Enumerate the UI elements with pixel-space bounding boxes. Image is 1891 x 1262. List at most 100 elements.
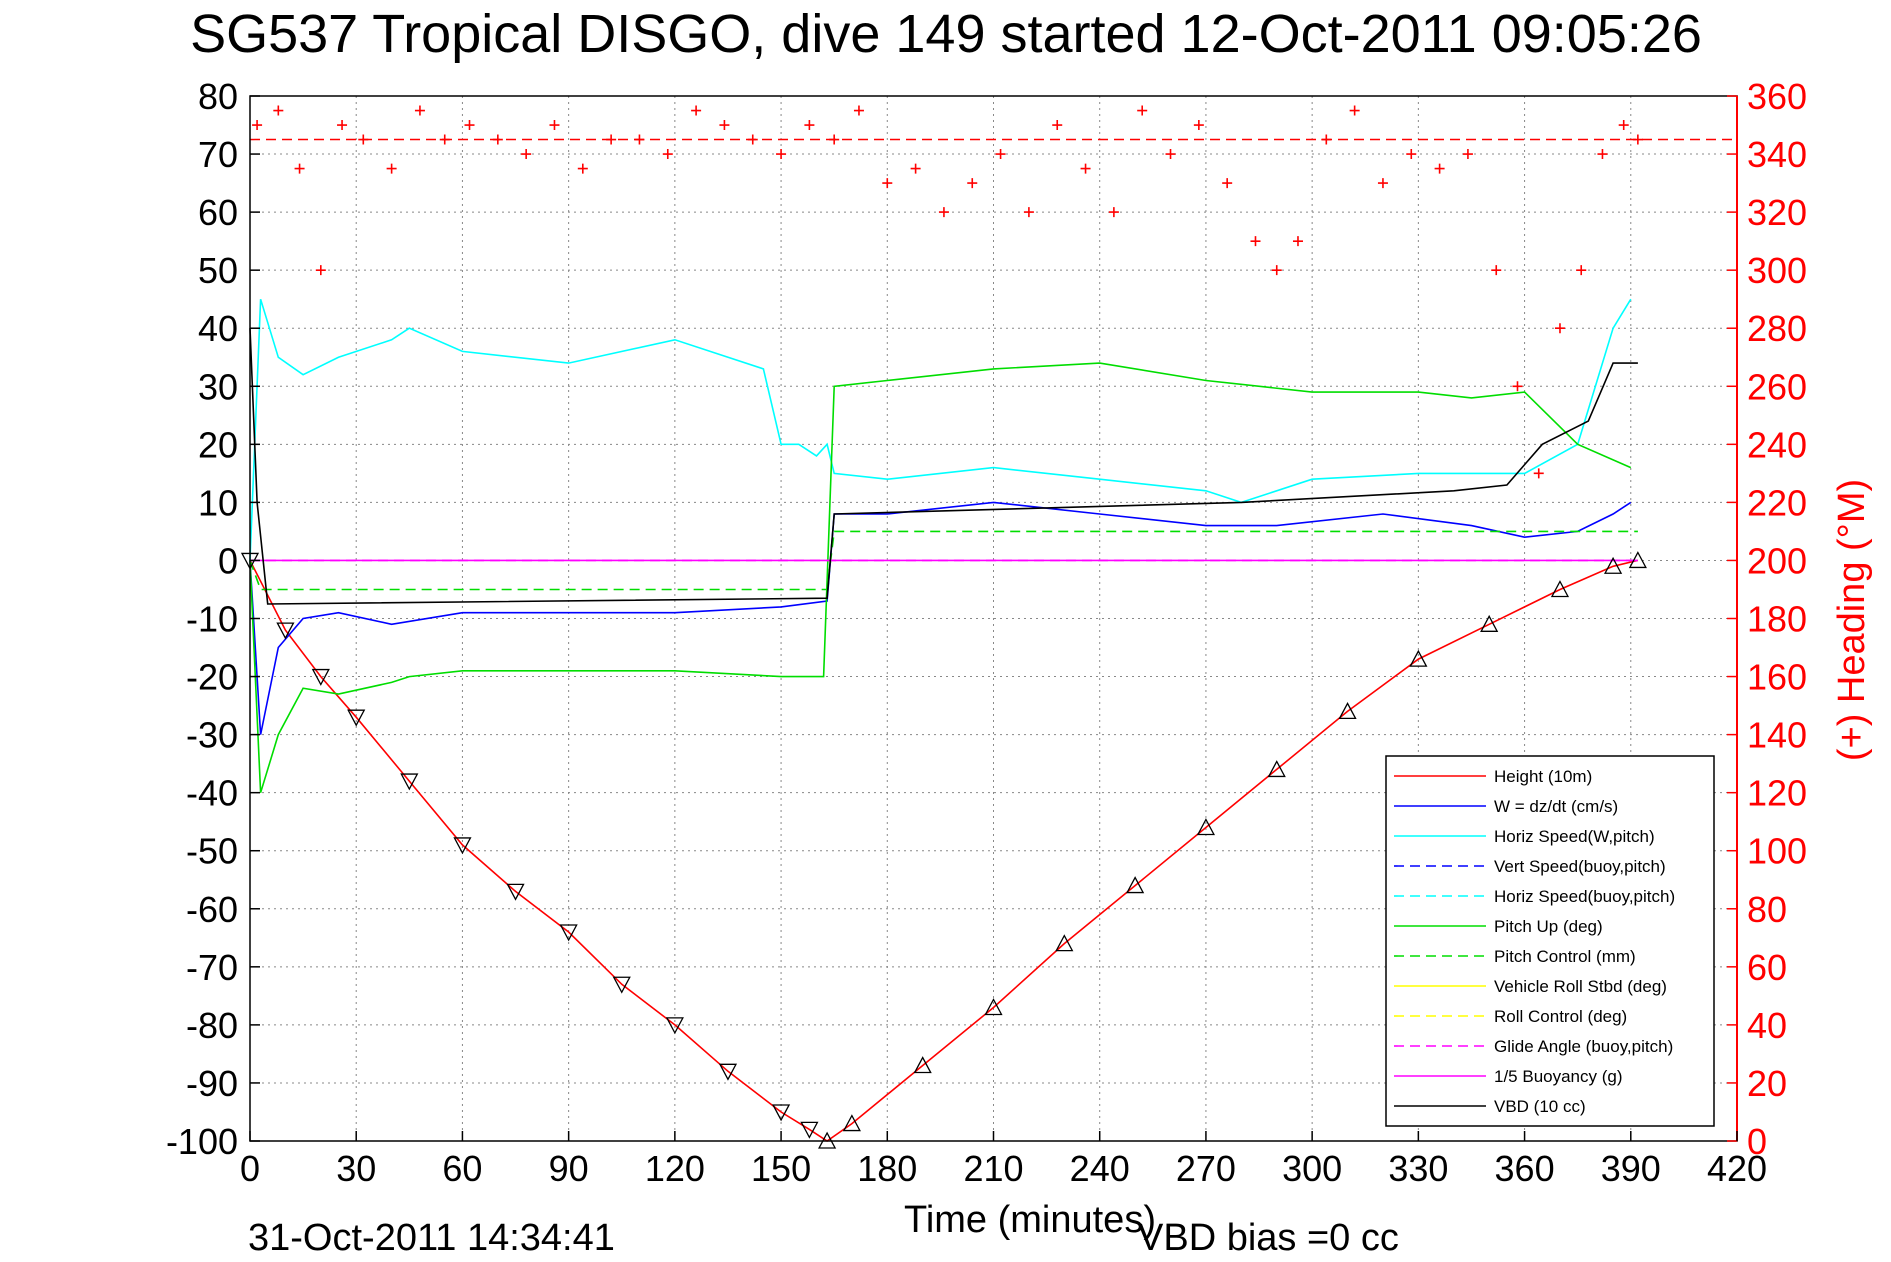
tick-label-left: 50 [198,250,238,291]
tick-label-left: -40 [186,773,238,814]
depth-marker [1267,760,1286,778]
tick-label-x: 150 [751,1148,811,1189]
y-axis-left-ticks: 80 70 60 50 40 30 20 10 0 -10 -20 -30 -40 -50 -60 -70 -8… [166,76,260,1162]
heading-point [1406,149,1417,160]
tick-label-right: 140 [1747,715,1807,756]
legend-entry: Vehicle Roll Stbd (deg) [1494,977,1667,996]
tick-label-right: 0 [1747,1121,1767,1162]
grid-lines [250,96,1737,1141]
heading-point [1554,323,1565,334]
tick-label-left: -10 [186,599,238,640]
x-axis-label: Time (minutes) [904,1199,1156,1241]
tick-label-right: 240 [1747,424,1807,465]
tick-label-left: 20 [198,424,238,465]
tick-label-right: 260 [1747,366,1807,407]
heading-point [634,134,645,145]
heading-point [1533,468,1544,479]
tick-label-left: -30 [186,715,238,756]
series-line-11 [249,328,1638,605]
heading-point [1321,134,1332,145]
tick-label-left: -100 [166,1121,238,1162]
heading-point [1618,120,1629,131]
tick-label-x: 180 [857,1148,917,1189]
tick-label-left: -70 [186,947,238,988]
heading-point [294,163,305,174]
tick-label-left: 70 [198,134,238,175]
depth-marker [1628,551,1647,569]
heading-point [1512,381,1523,392]
footer-vbd-bias: VBD bias =0 cc [1138,1217,1399,1259]
heading-point [995,149,1006,160]
series-line-5 [249,362,1632,793]
heading-point [1052,120,1063,131]
depth-marker [1055,934,1074,952]
depth-marker [1196,818,1216,836]
heading-point [1023,207,1034,218]
heading-point [549,120,560,131]
tick-label-x: 90 [549,1148,589,1189]
depth-marker [311,668,330,686]
heading-point [829,134,840,145]
tick-label-right: 40 [1747,1005,1787,1046]
depth-marker [347,709,366,727]
heading-point [358,134,369,145]
depth-marker [453,837,472,855]
heading-point [853,105,864,116]
heading-point [1491,265,1502,276]
tick-label-x: 240 [1070,1148,1130,1189]
tick-label-right: 360 [1747,76,1807,117]
heading-point [1632,134,1643,145]
heading-point [747,134,758,145]
tick-label-right: 60 [1747,947,1787,988]
heading-point [1108,207,1119,218]
tick-label-left: -50 [186,831,238,872]
depth-marker [984,998,1003,1016]
tick-label-x: 270 [1176,1148,1236,1189]
heading-point [804,120,815,131]
heading-point [464,120,475,131]
depth-marker [1126,876,1145,894]
tick-label-right: 320 [1747,192,1807,233]
depth-marker [913,1056,932,1074]
tick-label-x: 210 [963,1148,1023,1189]
depth-marker [718,1063,738,1081]
tick-label-left: 30 [198,366,238,407]
heading-point [606,134,617,145]
y-axis-right-ticks: 3603403203002802602402202001801601401201… [1727,76,1807,1162]
heading-point [439,134,450,145]
tick-label-x: 30 [336,1148,376,1189]
legend-entry: Pitch Control (mm) [1494,947,1636,966]
heading-point [1165,149,1176,160]
chart-title: SG537 Tropical DISGO, dive 149 started 1… [190,4,1702,64]
tick-label-right: 100 [1747,831,1807,872]
tick-label-left: 10 [198,482,238,523]
heading-point [719,120,730,131]
heading-point [1377,178,1388,189]
tick-label-right: 220 [1747,482,1807,523]
depth-marker [1603,556,1623,574]
tick-label-left: 40 [198,308,238,349]
tick-label-x: 0 [240,1148,260,1189]
legend-entry: Glide Angle (buoy,pitch) [1494,1037,1673,1056]
heading-point [662,149,673,160]
depth-marker [842,1114,861,1132]
heading-point [1222,178,1233,189]
legend-entry: Vert Speed(buoy,pitch) [1494,857,1666,876]
heading-point [386,163,397,174]
heading-point [252,120,263,131]
legend: Height (10m) W = dz/dt (cm/s) Horiz Speed(… [1385,755,1715,1127]
tick-label-right: 120 [1747,773,1807,814]
tick-label-x: 390 [1601,1148,1661,1189]
depth-marker [1550,580,1570,598]
tick-label-left: -80 [186,1005,238,1046]
depth-marker [559,924,578,942]
tick-label-right: 340 [1747,134,1807,175]
depth-marker [506,883,525,901]
heading-point [1292,236,1303,247]
tick-label-right: 180 [1747,599,1807,640]
heading-point [1576,265,1587,276]
heading-point [776,149,787,160]
heading-point [1597,149,1608,160]
depth-marker [800,1121,819,1139]
